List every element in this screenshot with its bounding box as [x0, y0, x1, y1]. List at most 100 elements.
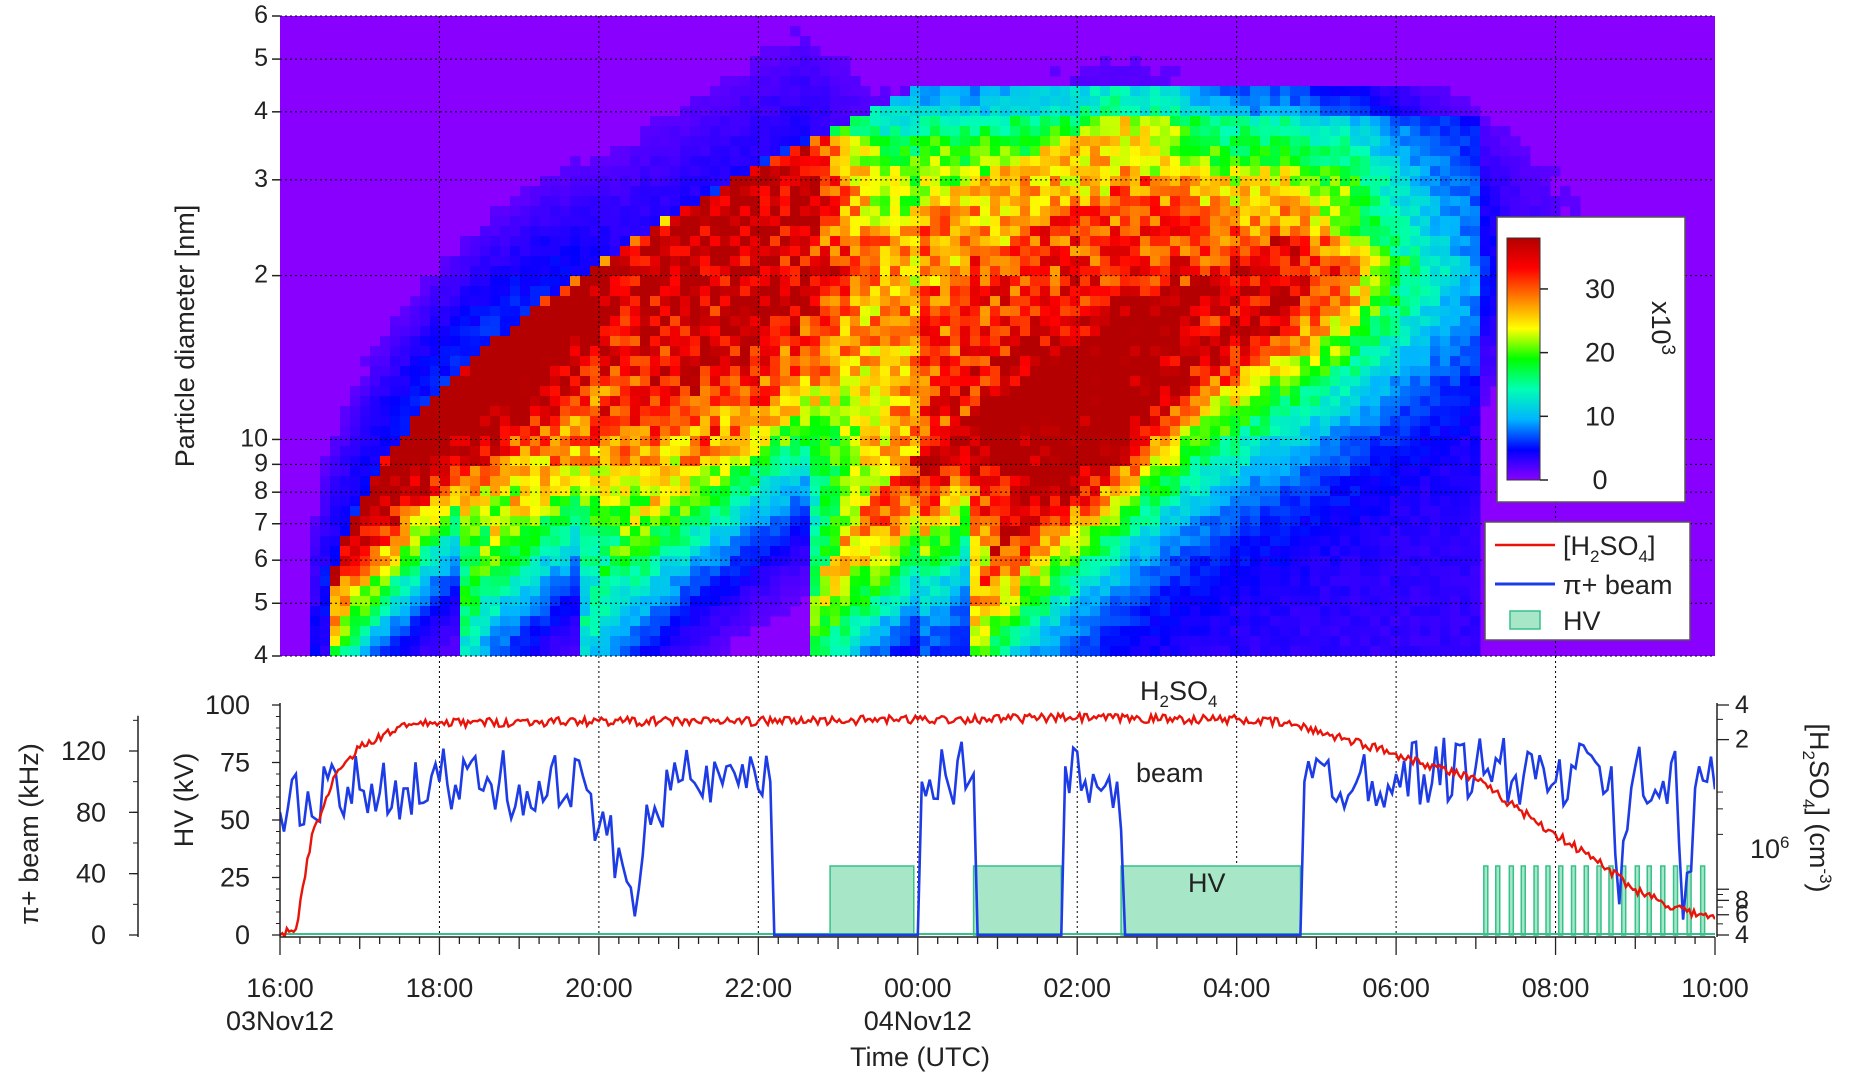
heatmap-cell — [810, 526, 821, 537]
heatmap-cell — [330, 526, 341, 537]
heatmap-cell — [710, 386, 721, 397]
heatmap-cell — [1280, 126, 1291, 137]
heatmap-cell — [1150, 486, 1161, 497]
heatmap-cell — [1050, 556, 1061, 567]
heatmap-cell — [830, 646, 841, 656]
heatmap-cell — [940, 606, 951, 617]
heatmap-cell — [1090, 66, 1101, 77]
heatmap-cell — [740, 236, 751, 247]
heatmap-cell — [430, 396, 441, 407]
heatmap-cell — [1160, 116, 1171, 127]
heatmap-cell — [400, 446, 411, 457]
heatmap-cell — [730, 276, 741, 287]
heatmap-cell — [1040, 426, 1051, 437]
heatmap-cell — [800, 536, 811, 547]
heatmap-cell — [900, 116, 911, 127]
heatmap-cell — [600, 346, 611, 357]
heatmap-cell — [690, 216, 701, 227]
heatmap-cell — [710, 486, 721, 497]
heatmap-cell — [1250, 96, 1261, 107]
heatmap-cell — [570, 506, 581, 517]
heatmap-cell — [1160, 516, 1171, 527]
heatmap-cell — [990, 606, 1001, 617]
heatmap-cell — [1110, 106, 1121, 117]
heatmap-cell — [1090, 446, 1101, 457]
heatmap-cell — [1000, 356, 1011, 367]
heatmap-cell — [1010, 556, 1021, 567]
heatmap-cell — [800, 336, 811, 347]
heatmap-cell — [1130, 326, 1141, 337]
heatmap-cell — [680, 406, 691, 417]
heatmap-cell — [970, 626, 981, 637]
heatmap-cell — [1270, 286, 1281, 297]
heatmap-cell — [550, 266, 561, 277]
heatmap-cell — [830, 446, 841, 457]
heatmap-cell — [1080, 636, 1091, 647]
heatmap-cell — [730, 176, 741, 187]
heatmap-cell — [460, 646, 471, 656]
heatmap-cell — [620, 316, 631, 327]
heatmap-cell — [1180, 126, 1191, 137]
heatmap-cell — [910, 506, 921, 517]
heatmap-cell — [960, 216, 971, 227]
heatmap-cell — [1270, 426, 1281, 437]
heatmap-cell — [1040, 186, 1051, 197]
heatmap-cell — [1210, 636, 1221, 647]
heatmap-cell — [370, 646, 381, 656]
heatmap-cell — [1040, 556, 1051, 567]
heatmap-cell — [980, 246, 991, 257]
heatmap-cell — [580, 586, 591, 597]
heatmap-cell — [1070, 636, 1081, 647]
heatmap-cell — [1170, 636, 1181, 647]
heatmap-cell — [740, 456, 751, 467]
heatmap-cell — [540, 386, 551, 397]
heatmap-cell — [900, 276, 911, 287]
heatmap-cell — [650, 416, 661, 427]
heatmap-cell — [430, 426, 441, 437]
heatmap-cell — [1140, 556, 1151, 567]
heatmap-cell — [1020, 296, 1031, 307]
heatmap-cell — [960, 646, 971, 656]
heatmap-cell — [590, 356, 601, 367]
heatmap-cell — [1080, 156, 1091, 167]
heatmap-cell — [790, 246, 801, 257]
heatmap-cell — [930, 346, 941, 357]
heatmap-cell — [970, 506, 981, 517]
heatmap-cell — [1080, 86, 1091, 97]
heatmap-cell — [770, 296, 781, 307]
heatmap-cell — [850, 596, 861, 607]
heatmap-cell — [640, 276, 651, 287]
heatmap-cell — [920, 446, 931, 457]
heatmap-cell — [700, 426, 711, 437]
heatmap-cell — [600, 596, 611, 607]
heatmap-cell — [1020, 86, 1031, 97]
heatmap-cell — [530, 416, 541, 427]
heatmap-cell — [1030, 636, 1041, 647]
heatmap-cell — [1030, 236, 1041, 247]
heatmap-cell — [470, 256, 481, 267]
heatmap-cell — [640, 506, 651, 517]
heatmap-cell — [750, 586, 761, 597]
heatmap-cell — [1010, 186, 1021, 197]
heatmap-cell — [1250, 136, 1261, 147]
heatmap-cell — [910, 516, 921, 527]
heatmap-cell — [720, 346, 731, 357]
heatmap-cell — [820, 446, 831, 457]
heatmap-cell — [690, 536, 701, 547]
heatmap-cell — [1130, 86, 1141, 97]
heatmap-cell — [870, 626, 881, 637]
heatmap-cell — [1110, 566, 1121, 577]
heatmap-cell — [510, 626, 521, 637]
heatmap-cell — [1220, 116, 1231, 127]
heatmap-cell — [380, 366, 391, 377]
heatmap-cell — [1140, 176, 1151, 187]
heatmap-cell — [490, 596, 501, 607]
heatmap-cell — [450, 336, 461, 347]
heatmap-cell — [400, 406, 411, 417]
heatmap-cell — [1280, 236, 1291, 247]
heatmap-cell — [1180, 526, 1191, 537]
heatmap-cell — [640, 236, 651, 247]
heatmap-cell — [400, 596, 411, 607]
heatmap-cell — [520, 636, 531, 647]
heatmap-cell — [760, 486, 771, 497]
